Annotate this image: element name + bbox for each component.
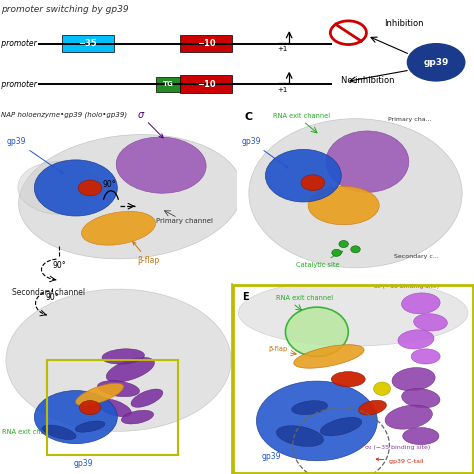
Text: NAP holoenzyme•gp39 (holo•gp39): NAP holoenzyme•gp39 (holo•gp39) — [1, 112, 128, 118]
Ellipse shape — [18, 135, 242, 259]
Ellipse shape — [301, 175, 325, 191]
Ellipse shape — [414, 314, 447, 331]
Circle shape — [351, 246, 360, 253]
Circle shape — [332, 249, 341, 256]
Ellipse shape — [385, 405, 432, 429]
Text: promoter switching by gp39: promoter switching by gp39 — [1, 5, 128, 14]
Text: TG: TG — [163, 81, 173, 87]
Text: −35: −35 — [78, 39, 97, 48]
Circle shape — [330, 21, 366, 45]
Ellipse shape — [294, 345, 364, 368]
Ellipse shape — [116, 137, 206, 193]
Text: RNA exit channel: RNA exit channel — [273, 113, 330, 119]
Ellipse shape — [96, 399, 131, 417]
Ellipse shape — [6, 289, 231, 431]
Ellipse shape — [102, 349, 145, 364]
Ellipse shape — [35, 160, 118, 216]
Text: Inhibition: Inhibition — [384, 19, 423, 28]
Text: C: C — [244, 112, 252, 122]
Ellipse shape — [276, 426, 324, 447]
Ellipse shape — [331, 372, 365, 387]
Text: gp39: gp39 — [242, 137, 288, 168]
Text: σ₄ (−35 binding site): σ₄ (−35 binding site) — [365, 446, 430, 450]
Text: σ₂ (−10 binding site): σ₂ (−10 binding site) — [374, 284, 439, 289]
Text: β-flap: β-flap — [268, 346, 288, 352]
Text: σ: σ — [137, 110, 163, 138]
Text: +1: +1 — [277, 87, 288, 93]
Ellipse shape — [238, 280, 468, 346]
Ellipse shape — [403, 428, 439, 445]
Ellipse shape — [392, 368, 435, 391]
Text: E: E — [242, 292, 248, 302]
Circle shape — [285, 307, 348, 356]
Text: No inhibition: No inhibition — [341, 76, 395, 85]
Ellipse shape — [78, 180, 102, 196]
Text: Secondary channel: Secondary channel — [12, 288, 85, 297]
Ellipse shape — [411, 349, 440, 364]
Ellipse shape — [82, 211, 155, 245]
Ellipse shape — [401, 389, 440, 408]
Ellipse shape — [265, 149, 341, 202]
Text: 90°: 90° — [53, 261, 66, 270]
Ellipse shape — [292, 401, 328, 415]
Text: gp39: gp39 — [423, 58, 449, 67]
Ellipse shape — [121, 410, 154, 424]
Ellipse shape — [398, 330, 434, 349]
Ellipse shape — [18, 162, 100, 214]
Ellipse shape — [249, 118, 462, 268]
Ellipse shape — [75, 383, 124, 406]
Text: Primary channel: Primary channel — [156, 218, 213, 224]
Text: Secondary c...: Secondary c... — [393, 254, 438, 259]
Text: Primary cha...: Primary cha... — [388, 117, 431, 122]
Ellipse shape — [131, 389, 163, 407]
FancyBboxPatch shape — [62, 35, 114, 52]
Text: −10/−35 promoter: −10/−35 promoter — [0, 39, 37, 48]
Ellipse shape — [98, 381, 139, 397]
Text: Catalytic site: Catalytic site — [296, 251, 343, 268]
Text: gp39: gp39 — [73, 459, 93, 468]
Text: RNA exit channel: RNA exit channel — [2, 429, 60, 435]
Text: β-flap: β-flap — [133, 242, 160, 265]
FancyBboxPatch shape — [180, 75, 232, 93]
Ellipse shape — [79, 401, 100, 415]
Text: −10: −10 — [197, 80, 216, 89]
Ellipse shape — [42, 425, 76, 439]
Circle shape — [339, 240, 348, 247]
Text: −10: −10 — [197, 39, 216, 48]
Ellipse shape — [75, 421, 105, 432]
Text: 90°: 90° — [103, 180, 117, 189]
Bar — [47, 360, 178, 455]
Text: gp39: gp39 — [7, 137, 63, 173]
FancyBboxPatch shape — [180, 35, 232, 52]
Ellipse shape — [374, 382, 391, 395]
Text: gp39 C-tail: gp39 C-tail — [376, 458, 424, 464]
Ellipse shape — [326, 131, 409, 192]
Ellipse shape — [401, 293, 440, 314]
Ellipse shape — [358, 400, 386, 415]
Ellipse shape — [35, 391, 118, 444]
Text: 90°: 90° — [46, 292, 59, 301]
Ellipse shape — [308, 186, 379, 225]
Circle shape — [407, 43, 465, 82]
Text: gp39: gp39 — [261, 452, 281, 461]
Ellipse shape — [106, 357, 155, 382]
Text: +1: +1 — [277, 46, 288, 53]
Text: Extended −10 promoter: Extended −10 promoter — [0, 80, 37, 89]
Text: RNA exit channel: RNA exit channel — [276, 294, 333, 301]
Ellipse shape — [320, 418, 362, 436]
Ellipse shape — [256, 381, 377, 461]
FancyBboxPatch shape — [156, 77, 180, 91]
